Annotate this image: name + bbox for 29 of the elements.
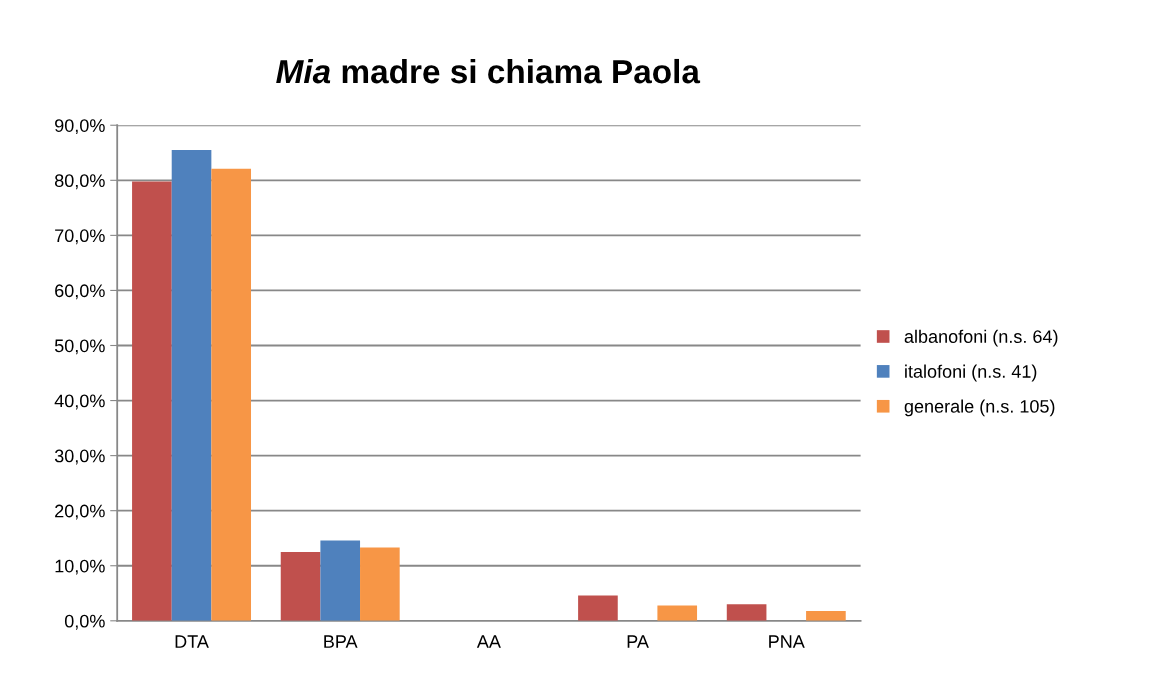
x-tick-label: PA: [627, 635, 649, 648]
legend-label: italofoni (n.s. 41): [905, 364, 1037, 382]
bar: [726, 604, 767, 621]
bar: [657, 605, 698, 621]
bar: [171, 150, 212, 621]
x-tick-label: AA: [476, 635, 501, 648]
bar: [320, 540, 361, 621]
legend-label: albanofoni (n.s. 64): [904, 329, 1058, 347]
legend-label: generale (n.s. 105): [904, 399, 1055, 417]
x-tick-label: DTA: [175, 635, 209, 648]
bar: [360, 547, 400, 621]
bar: [578, 595, 618, 621]
y-tick-label: 30,0%: [54, 449, 105, 465]
x-tick-label: BPA: [324, 635, 358, 648]
bar: [280, 551, 321, 621]
bar: [806, 610, 846, 621]
y-tick-label: 60,0%: [55, 284, 105, 300]
x-tick-label: PNA: [769, 635, 805, 648]
y-tick-label: 40,0%: [54, 394, 105, 410]
y-tick-label: 50,0%: [54, 339, 105, 355]
y-tick-label: 0,0%: [64, 614, 105, 630]
y-tick-label: 10,0%: [55, 559, 105, 575]
bar: [211, 168, 252, 621]
bar: [132, 181, 172, 621]
y-tick-label: 70,0%: [55, 229, 105, 245]
y-tick-label: 90,0%: [55, 119, 105, 135]
y-tick-label: 80,0%: [54, 174, 105, 190]
chart-title: Mia madre si chiama Paola: [276, 58, 701, 84]
y-tick-label: 20,0%: [55, 504, 105, 520]
